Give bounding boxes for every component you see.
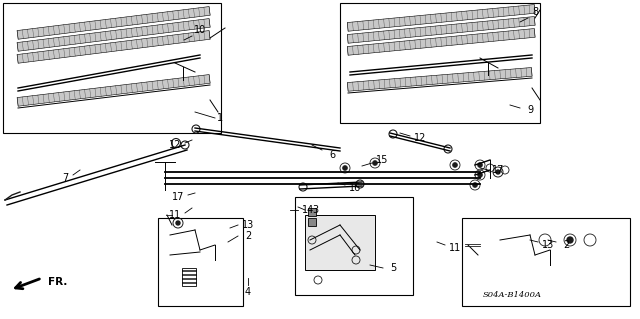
Circle shape xyxy=(342,166,348,170)
Circle shape xyxy=(472,182,477,188)
Polygon shape xyxy=(17,75,210,106)
Text: 9: 9 xyxy=(527,105,533,115)
Circle shape xyxy=(477,173,483,177)
Text: FR.: FR. xyxy=(48,277,67,287)
Bar xyxy=(182,268,196,286)
Text: 11: 11 xyxy=(449,243,461,253)
Text: 2: 2 xyxy=(563,240,569,250)
Text: 3: 3 xyxy=(312,205,318,215)
Polygon shape xyxy=(348,68,532,91)
Bar xyxy=(308,208,316,216)
Polygon shape xyxy=(348,28,535,55)
Text: 6: 6 xyxy=(329,150,335,160)
Circle shape xyxy=(372,160,378,166)
Polygon shape xyxy=(348,4,535,31)
Text: 11: 11 xyxy=(169,210,181,220)
Bar xyxy=(295,197,413,295)
Circle shape xyxy=(176,221,180,225)
Text: 7: 7 xyxy=(62,173,68,183)
Polygon shape xyxy=(17,31,210,63)
Bar xyxy=(3,3,221,133)
Text: 12: 12 xyxy=(414,133,426,143)
Text: 5: 5 xyxy=(390,263,396,273)
Bar xyxy=(462,218,630,306)
Text: 2: 2 xyxy=(245,231,251,241)
Circle shape xyxy=(567,237,573,243)
Polygon shape xyxy=(17,7,210,39)
Circle shape xyxy=(477,162,483,167)
Text: 10: 10 xyxy=(194,25,206,35)
Text: 17: 17 xyxy=(492,165,504,175)
Text: 8: 8 xyxy=(532,7,538,17)
Bar xyxy=(158,218,243,306)
Text: 12: 12 xyxy=(169,140,181,150)
Text: 16: 16 xyxy=(349,183,361,193)
Text: 4: 4 xyxy=(245,287,251,297)
Text: 1: 1 xyxy=(217,113,223,123)
Text: 14: 14 xyxy=(302,205,314,215)
Bar xyxy=(305,215,375,270)
Text: 13: 13 xyxy=(242,220,254,230)
Text: 13: 13 xyxy=(542,240,554,250)
Circle shape xyxy=(496,170,500,174)
Text: 17: 17 xyxy=(172,192,184,202)
Text: 15: 15 xyxy=(376,155,388,165)
Polygon shape xyxy=(348,17,535,43)
Circle shape xyxy=(452,162,458,167)
Polygon shape xyxy=(17,19,210,51)
Bar xyxy=(340,3,540,123)
Bar xyxy=(308,218,316,226)
Text: S04A-B1400A: S04A-B1400A xyxy=(483,291,541,299)
